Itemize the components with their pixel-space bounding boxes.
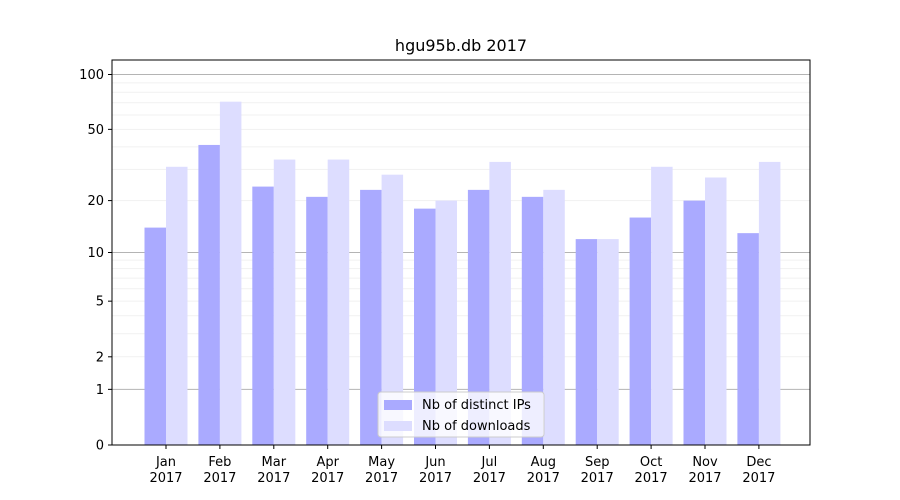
x-tick-label-year: 2017 [419,471,452,486]
bar [705,177,727,445]
y-tick-label: 50 [87,123,104,138]
x-tick-label-month: Sep [585,455,610,470]
x-tick-label-year: 2017 [688,471,721,486]
x-tick-label-month: Feb [208,455,231,470]
y-tick-label: 5 [96,295,104,310]
x-tick-label-month: Apr [316,455,339,470]
x-tick-label-year: 2017 [581,471,614,486]
legend: Nb of distinct IPs Nb of downloads [377,391,545,438]
bar [198,144,220,445]
y-tick-label: 0 [96,439,104,454]
x-tick-label-year: 2017 [203,471,236,486]
x-tick-label-month: Dec [746,455,771,470]
bar [651,166,673,446]
bar [219,101,242,445]
legend-label: Nb of downloads [422,419,531,434]
bar [543,189,565,445]
y-axis: 0 1 2 5 10 20 50 100 [79,68,112,454]
x-tick-label-year: 2017 [311,471,344,486]
x-tick-label-month: Aug [531,455,556,470]
bar [144,227,166,445]
x-tick-label-month: Jun [424,455,445,470]
bar [629,217,652,445]
bar [306,196,328,445]
bar [327,159,350,445]
bar [489,161,511,445]
x-tick-label-year: 2017 [149,471,182,486]
x-tick-label-year: 2017 [365,471,398,486]
bar [166,166,188,446]
x-tick-label-month: Jul [481,455,498,470]
x-tick-label-year: 2017 [473,471,506,486]
x-tick-label-year: 2017 [635,471,668,486]
bar [575,239,598,445]
x-tick-label-month: Nov [692,455,718,470]
x-tick-label-month: Jan [155,455,176,470]
y-tick-label: 100 [79,68,104,83]
bar [252,186,274,445]
legend-box [377,391,545,438]
legend-swatch [384,421,412,431]
chart-title: hgu95b.db 2017 [395,36,527,55]
bar [414,208,436,445]
bars-layer [144,101,781,446]
bar [683,200,705,445]
legend-swatch [384,400,412,410]
x-tick-label-month: Mar [262,455,287,470]
x-tick-label-month: May [368,455,395,470]
y-tick-label: 1 [96,383,104,398]
y-tick-label: 2 [96,350,104,365]
x-tick-label-year: 2017 [742,471,775,486]
bar [737,233,759,445]
bar [273,159,296,445]
bar [597,239,619,445]
bar [360,189,382,445]
bar [467,189,490,445]
bar [521,196,544,445]
y-tick-label: 20 [87,194,104,209]
x-tick-label-year: 2017 [527,471,560,486]
bar [381,174,404,446]
x-axis: Jan2017Feb2017Mar2017Apr2017May2017Jun20… [149,445,775,486]
legend-label: Nb of distinct IPs [422,398,531,413]
y-tick-label: 10 [87,246,104,261]
bar [435,200,457,445]
bar [758,161,781,445]
x-tick-label-month: Oct [640,455,662,470]
x-tick-label-year: 2017 [257,471,290,486]
